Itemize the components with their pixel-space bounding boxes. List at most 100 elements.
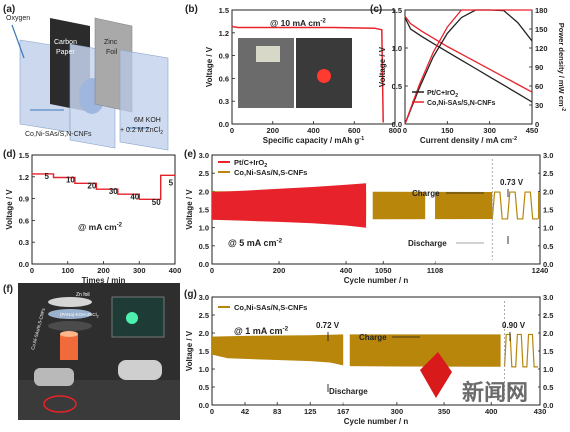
- chart-g-ytick-right-label: 3.0: [543, 293, 553, 302]
- chart-c-ylabel-right-main: Power density / mW cm: [557, 23, 566, 107]
- chart-b-annotation-sup: -2: [321, 19, 327, 25]
- chart-g-xtick-label: 400: [485, 407, 498, 416]
- chart-c-legend-sub: 2: [455, 93, 458, 99]
- chart-d-xtick-label: 300: [133, 266, 146, 275]
- chart-e-ytick-right-label: 2.5: [543, 169, 553, 178]
- chart-e-ytick-right-label: 1.0: [543, 224, 553, 233]
- chart-b-xlabel: Specific capacity / mAh g-1: [263, 136, 364, 145]
- chart-e-charge-label: Charge: [412, 189, 440, 198]
- chart-c-ylabel-right-sup: -2: [560, 107, 566, 112]
- led-top: [60, 331, 78, 337]
- carbon-paper-label-2: Paper: [56, 49, 75, 56]
- chart-g-ytick-label: 1.0: [199, 365, 209, 374]
- chart-c-series-line: [404, 9, 533, 125]
- chart-d-panel-label: (d): [3, 149, 16, 160]
- chart-d-xtick-label: 200: [97, 266, 110, 275]
- chart-d-xtick-label: 100: [61, 266, 74, 275]
- chart-c-xtick-label: 300: [483, 126, 496, 135]
- chart-e-ytick-label: 2.5: [199, 169, 209, 178]
- chart-b-ytick-label: 0.3: [219, 97, 229, 106]
- chart-e-xtick-label: 400: [340, 266, 353, 275]
- chart-d-ylabel: Voltage / V: [5, 189, 14, 230]
- chart-d-rate-line: [32, 173, 175, 201]
- chart-g-ytick-right-label: 1.0: [543, 365, 553, 374]
- chart-g-xtick-label: 0: [210, 407, 214, 416]
- zn-foil-disc: [48, 297, 92, 307]
- chart-e-axis-break: [425, 156, 436, 263]
- chart-e-ytick-label: 0.5: [199, 242, 209, 251]
- panel-f: (f) Zn foil (PANa)-KOH-ZnCl2 Co,Ni-SAs/N…: [3, 283, 180, 420]
- chart-e-annotation: @ 5 mA cm-2: [228, 237, 283, 248]
- chart-e-gap-label: 0.73 V: [500, 178, 524, 187]
- chart-g-xtick-label: 430: [534, 407, 547, 416]
- chart-g-xtick-label: 42: [241, 407, 249, 416]
- chart-g-ytick-right-label: 2.0: [543, 329, 553, 338]
- chart-e-ytick-label: 3.0: [199, 151, 209, 160]
- chart-g-ytick-label: 0.0: [199, 401, 209, 410]
- chart-c-ylabel-right: Power density / mW cm-2: [557, 23, 566, 112]
- chart-g-ytick-label: 2.0: [199, 329, 209, 338]
- chart-d-step-label: 5: [45, 172, 50, 181]
- chart-d-xtick-label: 0: [30, 266, 34, 275]
- chart-e-annotation-sup: -2: [276, 237, 282, 244]
- chart-b-ytick-label: 1.2: [219, 29, 229, 38]
- watermark-logo: [420, 352, 452, 398]
- chart-d-annotation: @ mA cm-2: [78, 222, 123, 232]
- chart-b-led-glow: [317, 69, 331, 83]
- chart-c-legend-label: Pt/C+IrO2: [427, 90, 458, 99]
- chart-e-xlabel: Cycle number / n: [344, 276, 409, 285]
- chart-c-xlabel-main: Current density / mA cm: [420, 136, 512, 145]
- chart-e-ytick-label: 1.0: [199, 224, 209, 233]
- chart-e-xtick-label: 200: [273, 266, 286, 275]
- chart-g-charge-label: Charge: [359, 333, 387, 342]
- chart-c-ytick-label: 0.5: [392, 82, 402, 91]
- chart-e-ytick-label: 0.0: [199, 260, 209, 269]
- chart-b-xtick-label: 200: [266, 126, 279, 135]
- chart-d-ytick-label: 0.0: [19, 260, 29, 269]
- chart-g-ytick-label: 3.0: [199, 293, 209, 302]
- chart-g-ytick-right-label: 0.0: [543, 401, 553, 410]
- chart-c-ytick-right-label: 180: [535, 6, 548, 15]
- chart-b-xtick-label: 0: [230, 126, 234, 135]
- chart-b-xtick-label: 400: [307, 126, 320, 135]
- connector-clip: [118, 360, 162, 380]
- chart-g-gap-2-label: 0.90 V: [502, 321, 526, 330]
- chart-e-ytick-right-label: 0.0: [543, 260, 553, 269]
- chart-g-ytick-right-label: 1.5: [543, 347, 553, 356]
- chart-e-annotation-main: @ 5 mA cm: [228, 238, 276, 248]
- catalyst-label: Co,Ni-SAs/S,N-CNFs: [25, 131, 92, 138]
- chart-d-frame: [31, 154, 176, 265]
- panel-a-label: (a): [3, 4, 15, 15]
- chart-d-xtick-label: 400: [169, 266, 182, 275]
- chart-d-annotation-sup: -2: [117, 223, 123, 229]
- zinc-foil-label-2: Foil: [106, 49, 118, 56]
- chart-e-axis-break: [366, 156, 373, 263]
- chart-b: (b) 0.0 0.3 0.6 0.9 1.2 1.5 0 200 400 600 800 Specif…: [185, 4, 401, 145]
- chart-g-xtick-label: 83: [273, 407, 281, 416]
- chart-b-ytick-label: 0.6: [219, 74, 229, 83]
- zinc-foil-label-1: Zinc: [104, 39, 118, 46]
- chart-d-ytick-label: 0.9: [19, 195, 29, 204]
- chart-e-ytick-label: 2.0: [199, 187, 209, 196]
- chart-c-ytick-right-label: 90: [535, 63, 543, 72]
- chart-b-annotation: @ 10 mA cm-2: [270, 18, 326, 28]
- chart-e-ytick-right-label: 2.0: [543, 187, 553, 196]
- chart-e-ytick-right-label: 1.5: [543, 206, 553, 215]
- chart-b-xtick-label: 800: [389, 126, 402, 135]
- chart-b-ytick-label: 1.5: [219, 6, 229, 15]
- chart-d-ytick-label: 1.2: [19, 173, 29, 182]
- chart-c-xtick-label: 150: [441, 126, 454, 135]
- gel-electrolyte-disc: [48, 309, 92, 319]
- chart-c-ytick-right-label: 120: [535, 44, 548, 53]
- chart-c-xlabel: Current density / mA cm-2: [420, 136, 517, 145]
- green-led: [126, 312, 138, 324]
- chart-d-step-label: 5: [169, 179, 174, 188]
- chart-c-series-line: [404, 9, 532, 125]
- chart-d: (d) 0.0 0.3 0.6 0.9 1.2 1.5 0 100 200 300 400 Times …: [3, 149, 181, 285]
- chart-c-ytick-label: 1.0: [392, 44, 402, 53]
- chart-e-zoom-trace: [491, 191, 538, 220]
- chart-b-multimeter-display: [256, 46, 280, 62]
- chart-d-step-label: 10: [66, 176, 75, 185]
- chart-c-ytick-right-label: 30: [535, 101, 543, 110]
